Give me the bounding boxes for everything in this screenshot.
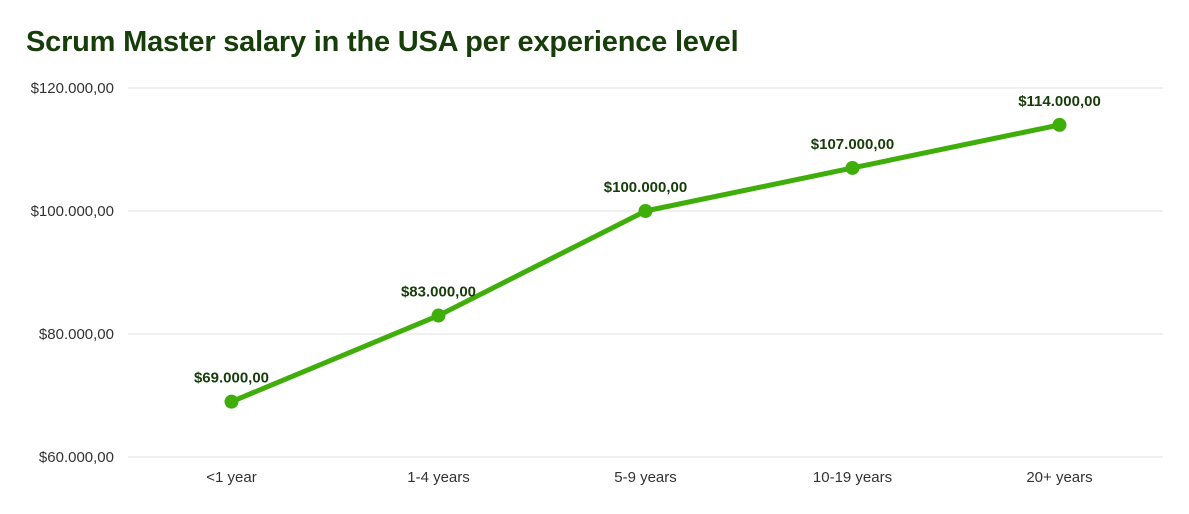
data-labels: $69.000,00 $83.000,00 $100.000,00 $107.000,… [194,93,1101,387]
chart-title: Scrum Master salary in the USA per exper… [26,26,739,58]
data-point [431,308,446,323]
x-tick-label: 10-19 years [813,469,892,486]
y-axis-ticks: $60.000,00 $80.000,00 $100.000,00 $120.000,… [31,80,114,466]
grid-lines [128,87,1163,458]
x-tick-label: 20+ years [1026,469,1092,486]
x-tick-label: 1-4 years [407,469,470,486]
series-line [229,122,1062,405]
data-point [1052,117,1067,132]
data-label: $100.000,00 [604,179,687,196]
series-layer [224,117,1067,409]
x-tick-label: <1 year [206,469,256,486]
data-label: $69.000,00 [194,370,269,387]
data-label: $83.000,00 [401,284,476,301]
y-tick-label: $100.000,00 [31,203,114,220]
data-point [638,204,653,218]
data-label: $107.000,00 [811,136,894,153]
y-tick-label: $120.000,00 [31,80,114,97]
data-point [224,394,239,409]
x-axis-ticks: <1 year 1-4 years 5-9 years 10-19 years 20+ … [206,469,1092,486]
data-point [845,160,860,175]
x-tick-label: 5-9 years [614,469,677,486]
data-label: $114.000,00 [1018,93,1101,110]
y-tick-label: $60.000,00 [39,449,114,466]
y-tick-label: $80.000,00 [39,326,114,343]
